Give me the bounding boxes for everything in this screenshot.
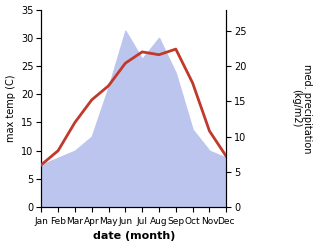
Y-axis label: med. precipitation
(kg/m2): med. precipitation (kg/m2) bbox=[291, 64, 313, 153]
X-axis label: date (month): date (month) bbox=[93, 231, 175, 242]
Y-axis label: max temp (C): max temp (C) bbox=[5, 75, 16, 142]
